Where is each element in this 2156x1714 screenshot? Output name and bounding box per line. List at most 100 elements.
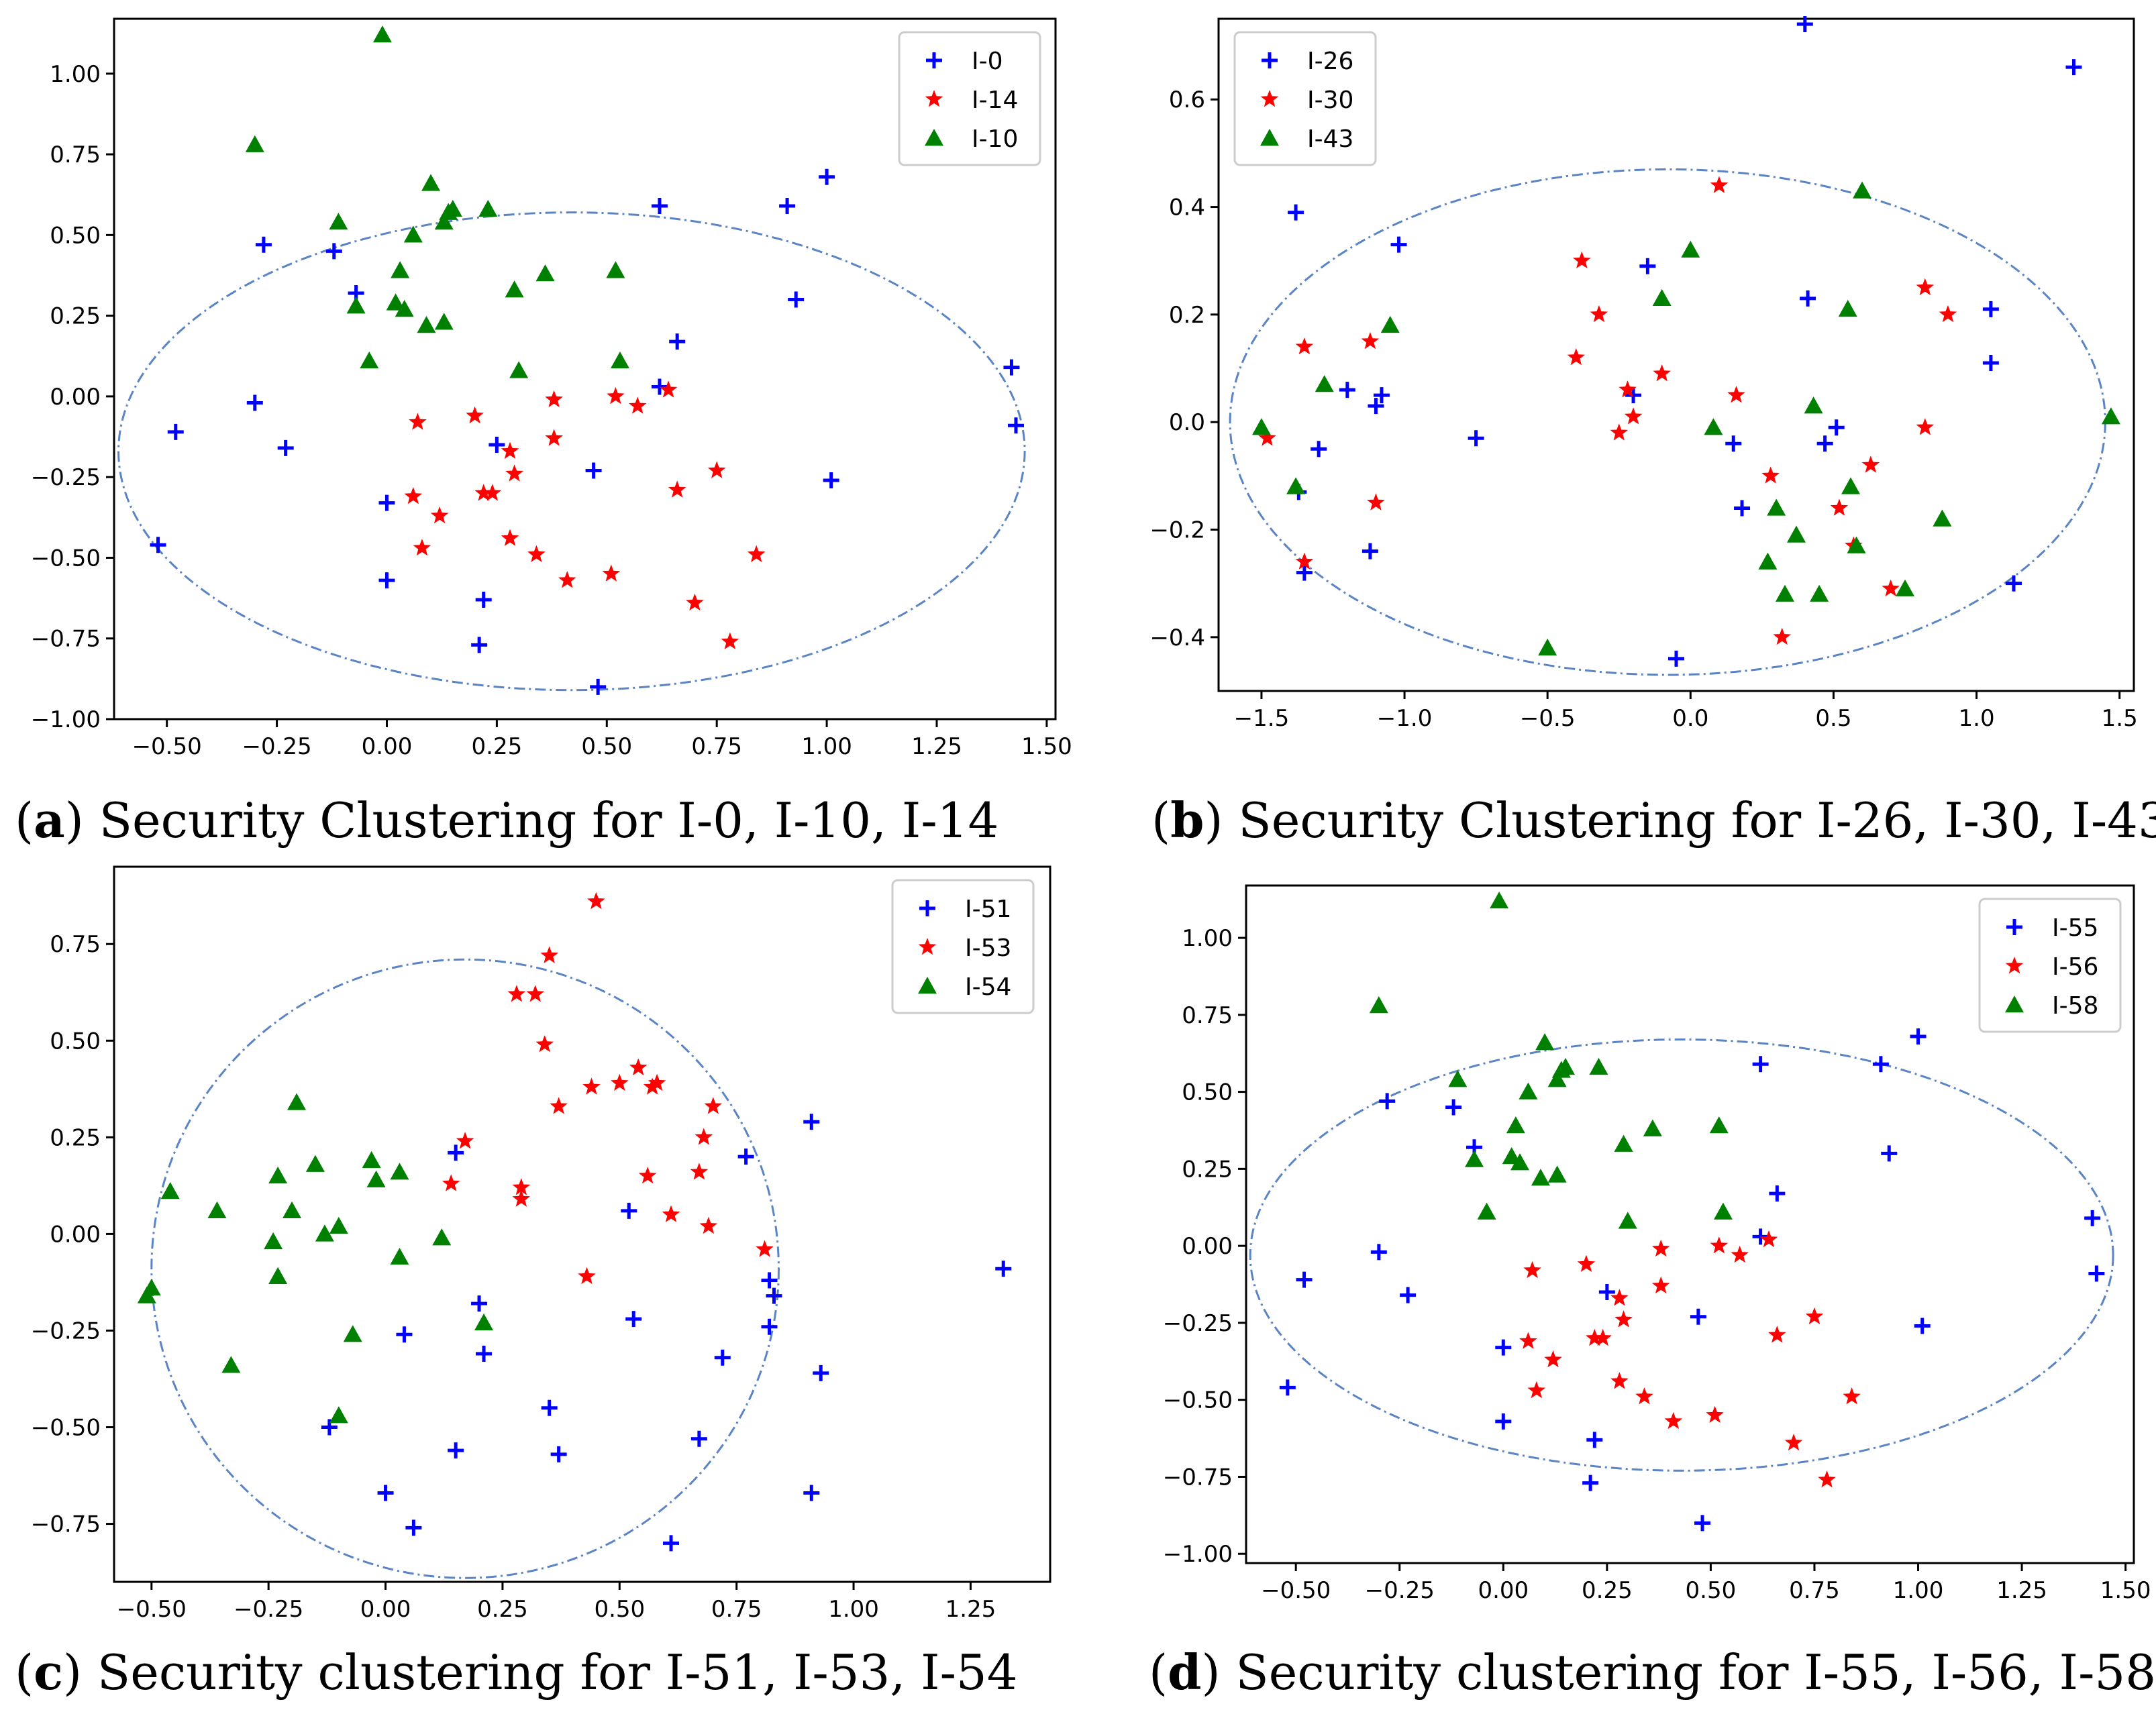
data-point: [643, 1077, 662, 1095]
cluster-ellipse: [150, 958, 780, 1579]
data-point: [1625, 387, 1642, 404]
x-tick-label: 0.00: [1478, 1577, 1529, 1604]
data-point: [1982, 355, 1999, 372]
x-tick-label: 0.50: [581, 733, 632, 760]
data-point: [315, 1224, 334, 1242]
data-point: [823, 472, 839, 488]
data-point: [1752, 1056, 1769, 1073]
y-tick-label: 0.0: [1169, 409, 1205, 436]
data-point: [1003, 359, 1020, 376]
data-point: [606, 261, 625, 278]
data-point: [1775, 584, 1794, 602]
data-point: [1796, 16, 1813, 33]
data-point: [434, 213, 454, 230]
y-tick-label: 0.75: [1182, 1002, 1233, 1029]
data-point: [471, 637, 488, 653]
data-point: [137, 1286, 156, 1303]
data-point: [1853, 181, 1872, 199]
x-tick-label: −0.25: [234, 1596, 303, 1623]
x-tick-label: −0.50: [132, 733, 202, 760]
series-I-58: [1369, 891, 1733, 1229]
data-point: [602, 564, 621, 582]
data-point: [478, 199, 498, 217]
data-point: [607, 386, 625, 405]
data-point: [1896, 579, 1914, 596]
data-point: [699, 1216, 718, 1234]
data-point: [245, 135, 264, 152]
data-point: [403, 225, 423, 243]
data-point: [1882, 579, 1900, 596]
legend-marker: [918, 938, 937, 955]
legend-box: [898, 31, 1041, 166]
panel-d: −0.50 −0.25 0.00 0.25 0.50 0.75 1.00 1.25 1.50 −1…: [1163, 884, 2151, 1604]
x-tick-label: 0.0: [1672, 705, 1708, 732]
x-tick-label: 1.50: [2100, 1577, 2151, 1604]
caption-text: Security clustering for I-51, I-53, I-54: [97, 1644, 1018, 1701]
data-point: [1279, 1379, 1296, 1396]
caption-b: (b) Security Clustering for I-26, I-30, …: [1151, 792, 2156, 849]
data-point: [1361, 332, 1380, 350]
data-point: [1713, 1202, 1733, 1220]
data-point: [1767, 498, 1786, 516]
data-point: [686, 593, 704, 611]
data-point: [1258, 429, 1276, 446]
data-point: [1759, 1230, 1778, 1248]
data-point: [1614, 1134, 1633, 1152]
data-point: [1805, 1307, 1824, 1325]
data-point: [1668, 650, 1684, 667]
data-point: [207, 1201, 227, 1219]
data-point: [1643, 1119, 1662, 1136]
data-point: [527, 545, 546, 562]
series-I-43: [1251, 181, 2120, 656]
data-point: [1828, 419, 1845, 436]
legend-label: I-43: [1307, 125, 1353, 153]
data-point: [329, 213, 348, 230]
data-point: [1635, 1387, 1653, 1405]
data-point: [761, 1318, 778, 1335]
data-point: [1787, 525, 1806, 543]
data-point: [756, 1240, 774, 1257]
data-point: [1725, 435, 1742, 452]
data-point: [558, 571, 576, 588]
data-point: [1847, 536, 1866, 553]
y-tick-label: 0.00: [50, 1221, 101, 1248]
caption-text: Security Clustering for I-0, I-10, I-14: [99, 792, 999, 849]
data-point: [325, 243, 342, 260]
data-point: [1286, 477, 1306, 494]
data-point: [167, 423, 184, 440]
data-point: [788, 291, 805, 308]
data-point: [1538, 638, 1557, 656]
data-point: [1339, 382, 1355, 398]
x-tick-label: 0.50: [1686, 1577, 1737, 1604]
data-point: [1939, 305, 1957, 323]
data-point: [540, 946, 558, 963]
y-tick-label: 0.50: [1182, 1079, 1233, 1106]
data-point: [648, 1073, 666, 1091]
data-point: [1370, 1244, 1387, 1261]
data-point: [413, 539, 431, 556]
series-I-0: [150, 168, 1024, 695]
data-point: [1916, 278, 1935, 296]
data-point: [813, 1364, 829, 1381]
data-point: [1910, 1028, 1927, 1045]
x-tick-label: 0.25: [1582, 1577, 1633, 1604]
series-I-14: [404, 380, 766, 649]
data-point: [512, 1178, 531, 1195]
legend-label: I-51: [965, 896, 1011, 923]
data-point: [1773, 627, 1791, 645]
data-point: [1843, 1387, 1861, 1405]
x-tick-label: 1.25: [911, 733, 962, 760]
data-point: [1531, 1169, 1550, 1186]
data-point: [1379, 1093, 1396, 1110]
data-point: [1288, 204, 1304, 221]
y-tick-label: 0.2: [1169, 302, 1205, 329]
data-point: [1547, 1165, 1567, 1183]
data-point: [1838, 299, 1857, 317]
data-point: [628, 396, 647, 414]
data-point: [264, 1232, 283, 1250]
data-point: [277, 439, 294, 456]
caption-c: (c) Security clustering for I-51, I-53, …: [15, 1644, 1018, 1701]
data-point: [550, 1097, 568, 1114]
data-point: [386, 293, 405, 311]
data-point: [1369, 996, 1388, 1014]
